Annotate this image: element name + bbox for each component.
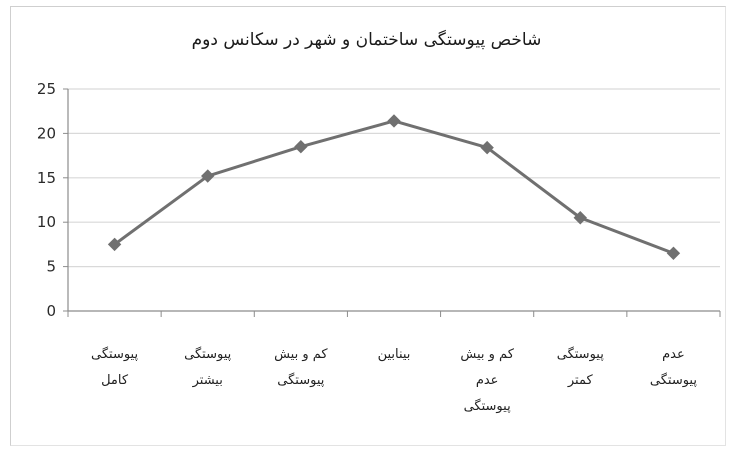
x-category-label: بینابین — [378, 347, 411, 362]
x-category-label: عدم پیوستگی — [650, 347, 697, 388]
data-point-marker — [387, 114, 401, 128]
x-category-label: پیوستگی کامل — [91, 346, 138, 388]
x-category-labels: پیوستگی کامل پیوستگی بیشتر کم و بیش پیوستگی بی… — [91, 346, 697, 414]
y-tick-label: 10 — [37, 213, 56, 231]
x-category-label-line: عدم — [476, 373, 499, 388]
x-category-label-line: پیوستگی — [184, 346, 231, 362]
x-category-label-line: عدم — [662, 347, 685, 362]
x-category-label-line: پیوستگی — [464, 398, 511, 414]
data-point-marker — [573, 211, 587, 225]
data-point-marker — [666, 246, 681, 260]
x-category-label-line: پیوستگی — [277, 372, 324, 388]
x-category-label-line: پیوستگی — [557, 346, 604, 362]
series — [107, 114, 681, 260]
axes — [63, 88, 720, 312]
x-category-label-line: بیشتر — [192, 373, 223, 388]
data-point-marker — [294, 140, 308, 154]
x-category-label: پیوستگی بیشتر — [184, 346, 231, 388]
x-category-label: کم و بیش عدم پیوستگی — [460, 347, 514, 414]
y-tick-label: 20 — [37, 124, 56, 142]
x-category-label-line: بینابین — [378, 347, 411, 362]
data-point-marker — [480, 140, 494, 155]
y-tick-label: 0 — [46, 302, 56, 320]
x-category-label-line: کم و بیش — [274, 347, 328, 362]
gridlines — [68, 88, 720, 268]
chart-frame — [10, 6, 726, 446]
series-line — [113, 119, 674, 255]
x-category-label-line: کمتر — [567, 373, 594, 388]
y-tick-label: 15 — [37, 169, 56, 187]
x-category-label: پیوستگی کمتر — [557, 346, 604, 388]
y-tick-labels: 0 5 10 15 20 25 — [37, 80, 56, 320]
x-category-label: کم و بیش پیوستگی — [274, 347, 328, 388]
x-category-label-line: پیوستگی — [650, 372, 697, 388]
x-category-label-line: پیوستگی — [91, 346, 138, 362]
chart-title: شاخص پیوستگی ساختمان و شهر در سکانس دوم — [191, 30, 542, 50]
y-tick-label: 5 — [46, 258, 56, 276]
x-category-label-line: کامل — [101, 373, 129, 388]
data-point-marker — [201, 169, 215, 183]
x-category-label-line: کم و بیش — [460, 347, 514, 362]
x-tick-marks — [67, 311, 721, 317]
y-tick-label: 25 — [37, 80, 56, 98]
data-point-marker — [107, 237, 122, 252]
